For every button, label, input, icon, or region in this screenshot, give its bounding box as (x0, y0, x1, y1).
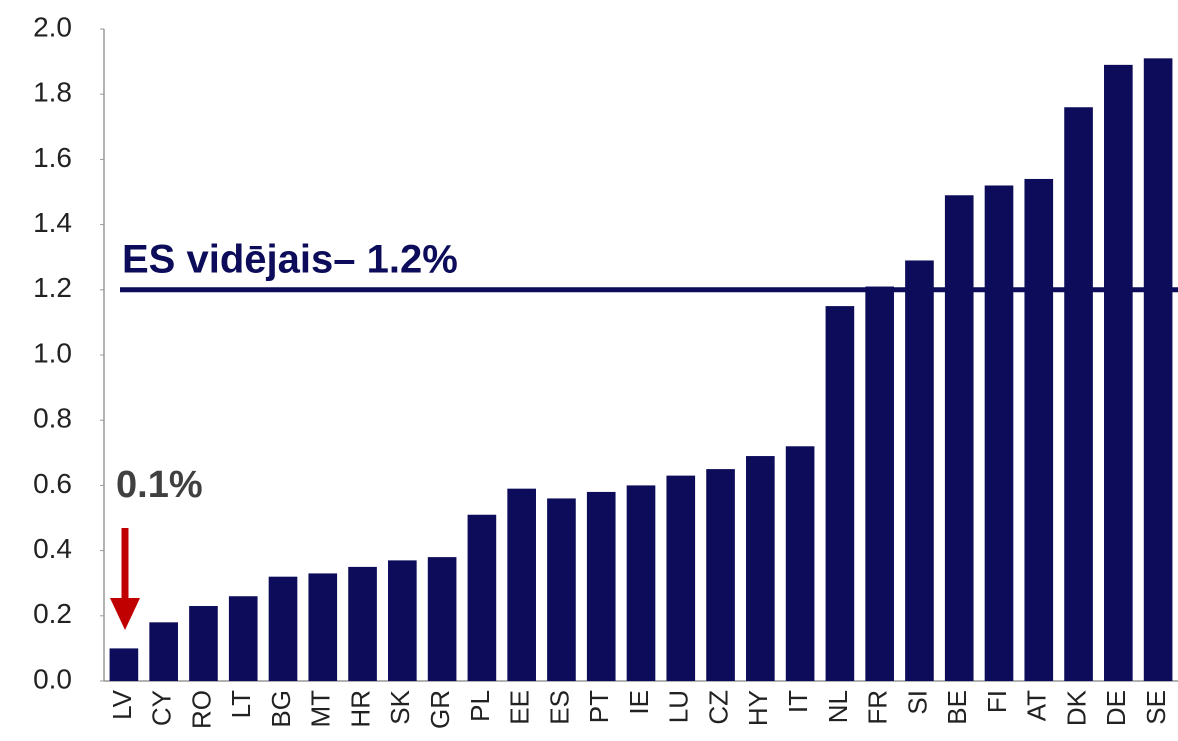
bar (547, 498, 576, 681)
arrow-head (110, 598, 140, 630)
y-tick-label: 0.2 (33, 598, 72, 629)
x-tick-label: LT (226, 690, 256, 719)
bar (905, 260, 934, 681)
y-tick-label: 0.6 (33, 468, 72, 499)
x-tick-label: IT (783, 690, 813, 713)
x-tick-label: FI (982, 690, 1012, 713)
bar (149, 622, 178, 681)
x-tick-label: PT (584, 690, 614, 723)
x-tick-label: ES (544, 690, 574, 725)
bar (984, 185, 1014, 682)
bar (1143, 58, 1173, 681)
bar (825, 306, 855, 681)
annotation: 0.1% (116, 464, 203, 506)
bar (666, 475, 696, 681)
x-tick-label: HY (743, 690, 773, 726)
x-tick-label: CZ (703, 690, 733, 725)
bar (1024, 178, 1054, 681)
x-tick-label: EE (505, 690, 535, 725)
x-tick-label: AT (1022, 690, 1052, 721)
bar (586, 491, 616, 681)
x-tick-label: SI (902, 690, 932, 715)
x-tick-label: DE (1101, 690, 1131, 726)
x-tick-label: MT (306, 690, 336, 728)
x-tick-label: GR (425, 690, 455, 729)
y-tick-label: 0.4 (33, 533, 72, 564)
bar (785, 446, 815, 681)
x-tick-label: CY (147, 690, 177, 726)
bar (1104, 64, 1133, 682)
x-tick-label: BG (266, 690, 296, 728)
bar (109, 648, 139, 681)
y-tick-label: 1.0 (33, 337, 72, 368)
bar (427, 557, 457, 681)
y-tick-label: 1.2 (33, 272, 72, 303)
bar (189, 606, 218, 681)
x-tick-label: FR (863, 690, 893, 725)
y-tick-label: 1.8 (33, 77, 72, 108)
bar (268, 576, 298, 681)
x-tick-label: NL (823, 690, 853, 723)
bar (865, 286, 894, 681)
x-tick-label: SK (385, 689, 415, 724)
x-tick-label: HR (345, 690, 375, 728)
x-tick-label: BE (942, 690, 972, 725)
x-tick-label: PL (465, 690, 495, 722)
y-tick-label: 0.8 (33, 403, 72, 434)
bar (467, 514, 497, 681)
x-tick-label: LV (107, 689, 137, 720)
reference-label: ES vidējais– 1.2% (122, 237, 458, 281)
bar (388, 560, 417, 681)
y-tick-label: 1.6 (33, 142, 72, 173)
bar (746, 456, 775, 681)
y-tick-label: 1.4 (33, 207, 72, 238)
bar (308, 573, 338, 681)
bar (626, 485, 656, 681)
bar (348, 566, 377, 681)
x-tick-label: IE (624, 690, 654, 715)
bar (228, 596, 258, 681)
bar (706, 469, 735, 681)
bar (1064, 107, 1093, 682)
x-tick-label: DK (1061, 689, 1091, 726)
x-tick-label: SE (1141, 690, 1171, 725)
y-tick-label: 2.0 (33, 11, 72, 42)
bar (944, 195, 974, 681)
x-tick-label: LU (664, 690, 694, 723)
bar (507, 488, 536, 681)
x-tick-label: RO (186, 690, 216, 729)
y-tick-label: 0.0 (33, 663, 72, 694)
